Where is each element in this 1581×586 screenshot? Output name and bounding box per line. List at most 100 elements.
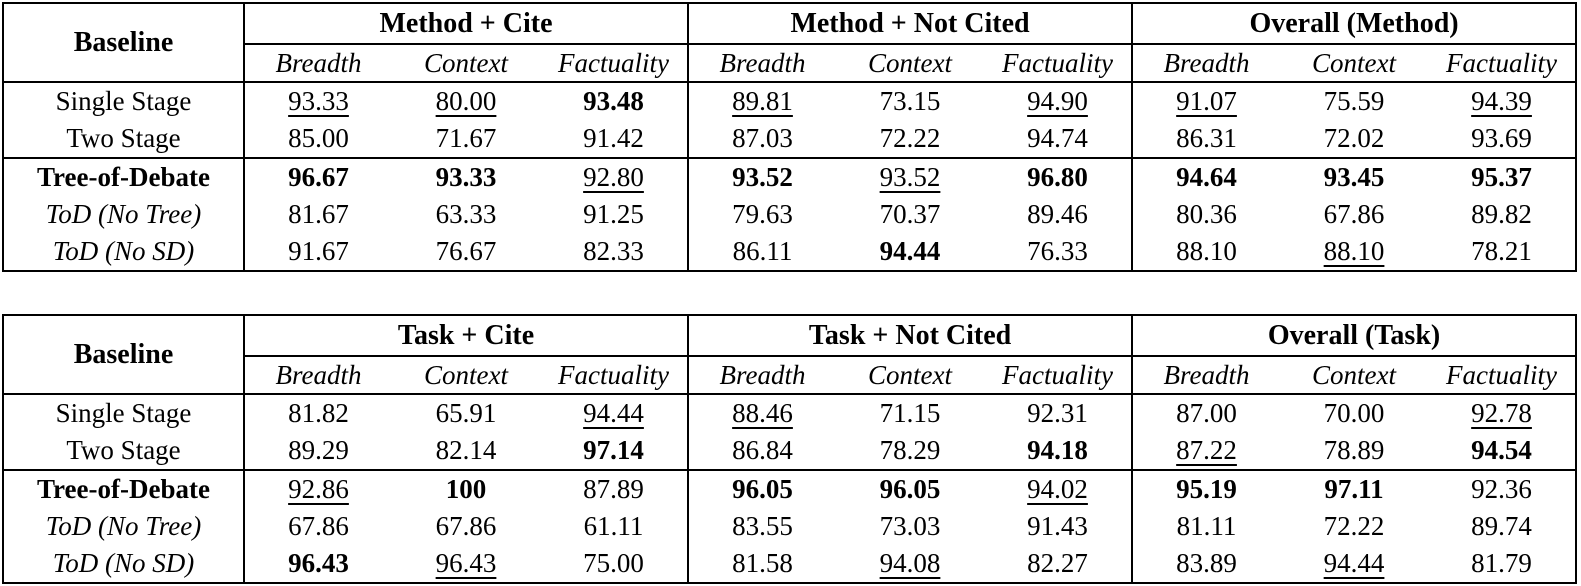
row-label: ToD (No Tree) — [45, 199, 202, 229]
table-row: ToD (No Tree) 67.86 67.86 61.11 83.55 73.03 91… — [3, 508, 1576, 545]
table-row: ToD (No SD) 96.43 96.43 75.00 81.58 94.08 82.2… — [3, 545, 1576, 583]
metric-value: 73.03 — [879, 511, 941, 541]
metric-value: 89.74 — [1471, 511, 1532, 541]
metric-cell: 100 — [392, 469, 540, 508]
metric-value: 71.15 — [879, 398, 941, 428]
metric-value: 88.10 — [1176, 236, 1237, 266]
metric-value: 92.31 — [1027, 398, 1088, 428]
metric-value: 93.33 — [288, 86, 349, 116]
group-header-task-not-cited: Task + Not Cited — [686, 315, 1133, 357]
metric-cell: 86.11 — [687, 233, 836, 271]
metric-header-breadth: Breadth — [687, 356, 836, 395]
method-results-table: Baseline Method + Cite Method + Not Cite… — [2, 2, 1578, 272]
metric-cell: 80.00 — [392, 82, 540, 120]
metric-cell: 91.43 — [984, 508, 1132, 545]
metric-header-factuality: Factuality — [984, 356, 1133, 395]
metric-header-context: Context — [392, 356, 540, 395]
metric-cell: 94.44 — [540, 394, 688, 432]
metric-cell: 75.00 — [540, 545, 688, 583]
metric-value: 81.79 — [1471, 548, 1532, 578]
metric-cell: 81.11 — [1131, 508, 1281, 545]
metric-value: 89.29 — [288, 435, 349, 465]
metric-cell: 71.15 — [836, 394, 984, 432]
metric-cell: 94.44 — [836, 233, 984, 271]
metric-value: 80.36 — [1176, 199, 1237, 229]
metric-cell: 81.58 — [687, 545, 836, 583]
metric-value: 75.00 — [583, 548, 644, 578]
table-row: ToD (No SD) 91.67 76.67 82.33 86.11 94.44 76.3… — [3, 233, 1576, 271]
metric-cell: 87.03 — [687, 120, 836, 158]
metric-header-context: Context — [1280, 356, 1429, 395]
metric-value: 94.44 — [879, 236, 941, 266]
table-row: Single Stage 93.33 80.00 93.48 89.81 73.15 94.… — [3, 82, 1576, 120]
metric-cell: 72.02 — [1280, 120, 1428, 158]
metric-header-breadth: Breadth — [1131, 356, 1281, 395]
metric-value: 76.33 — [1027, 236, 1088, 266]
metric-cell: 94.18 — [984, 432, 1132, 470]
baseline-column-header: Baseline — [3, 315, 244, 395]
metric-cell: 78.21 — [1428, 233, 1576, 271]
metric-value: 96.05 — [879, 474, 941, 504]
table-row: Single Stage 81.82 65.91 94.44 88.46 71.15 92.… — [3, 394, 1576, 432]
metric-value: 81.82 — [288, 398, 349, 428]
metric-value: 86.31 — [1176, 123, 1237, 153]
metric-cell: 91.07 — [1131, 82, 1281, 120]
metric-value: 80.00 — [435, 86, 497, 116]
metric-value: 81.67 — [288, 199, 349, 229]
metric-value: 93.69 — [1471, 123, 1532, 153]
metric-cell: 88.10 — [1280, 233, 1428, 271]
metric-cell: 86.84 — [687, 432, 836, 470]
metric-value: 93.48 — [583, 86, 644, 116]
metric-value: 63.33 — [435, 199, 497, 229]
table-row: Tree-of-Debate 96.67 93.33 92.80 93.52 93.52 9… — [3, 157, 1577, 196]
metric-value: 91.07 — [1176, 86, 1237, 116]
metric-cell: 95.37 — [1428, 157, 1577, 196]
row-label: Tree-of-Debate — [3, 469, 244, 508]
metric-value: 94.02 — [1027, 474, 1088, 504]
metric-cell: 91.42 — [540, 120, 688, 158]
metric-cell: 96.80 — [984, 157, 1133, 196]
metric-header-context: Context — [836, 44, 984, 83]
metric-value: 72.22 — [879, 123, 941, 153]
table-row: Two Stage 85.00 71.67 91.42 87.03 72.22 94.74 8… — [3, 120, 1576, 158]
metric-cell: 95.19 — [1131, 469, 1281, 508]
metric-cell: 89.74 — [1428, 508, 1576, 545]
metric-cell: 88.10 — [1131, 233, 1281, 271]
metric-cell: 75.59 — [1280, 82, 1428, 120]
metric-cell: 86.31 — [1131, 120, 1281, 158]
metric-value: 88.46 — [732, 398, 793, 428]
metric-value: 61.11 — [583, 511, 644, 541]
group-header-task-cite: Task + Cite — [243, 315, 688, 357]
metric-value: 93.33 — [435, 162, 497, 192]
metric-value: 94.08 — [879, 548, 941, 578]
metric-cell: 73.03 — [836, 508, 984, 545]
row-label: ToD (No SD) — [52, 236, 195, 266]
group-header-method-not-cited: Method + Not Cited — [686, 3, 1133, 45]
metric-value: 75.59 — [1323, 86, 1385, 116]
metric-value: 86.11 — [732, 236, 793, 266]
metric-value: 93.52 — [732, 162, 793, 192]
metric-value: 83.55 — [732, 511, 793, 541]
metric-value: 70.00 — [1323, 398, 1385, 428]
metric-value: 94.64 — [1176, 162, 1237, 192]
metric-cell: 89.82 — [1428, 196, 1576, 233]
metric-value: 91.67 — [288, 236, 349, 266]
metric-value: 78.21 — [1471, 236, 1532, 266]
row-label: Two Stage — [66, 123, 181, 153]
metric-header-context: Context — [1280, 44, 1429, 83]
metric-value: 93.52 — [879, 162, 941, 192]
group-header-row: Baseline Method + Cite Method + Not Cite… — [3, 3, 1577, 83]
metric-cell: 88.46 — [687, 394, 836, 432]
metric-cell: 76.67 — [392, 233, 540, 271]
metric-value: 87.03 — [732, 123, 793, 153]
metric-header-breadth: Breadth — [243, 44, 392, 83]
metric-value: 94.90 — [1027, 86, 1088, 116]
metric-value: 86.84 — [732, 435, 793, 465]
metric-cell: 94.74 — [984, 120, 1132, 158]
metric-cell: 83.55 — [687, 508, 836, 545]
metric-cell: 71.67 — [392, 120, 540, 158]
metric-cell: 73.15 — [836, 82, 984, 120]
subheader-row: Breadth Context Factuality Breadth Conte… — [3, 356, 1577, 395]
metric-cell: 61.11 — [540, 508, 688, 545]
metric-cell: 94.44 — [1280, 545, 1428, 583]
